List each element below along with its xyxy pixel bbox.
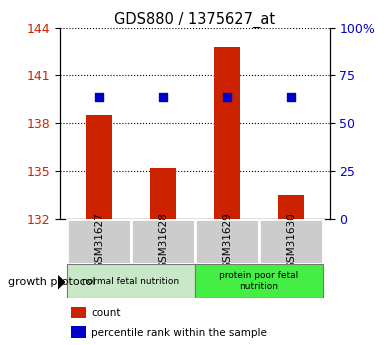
Bar (150, 168, 176, 219)
Bar (278, 195, 304, 219)
Text: normal fetal nutrition: normal fetal nutrition (82, 277, 179, 286)
Bar (131, 219, 195, 264)
Text: protein poor fetal
nutrition: protein poor fetal nutrition (220, 272, 299, 291)
Polygon shape (58, 276, 65, 289)
Bar (195, 264, 323, 298)
Point (288, 95, 294, 100)
Bar (214, 47, 240, 219)
Bar (86, 115, 112, 219)
Text: GSM31627: GSM31627 (94, 212, 104, 269)
Text: count: count (91, 308, 121, 318)
Text: GDS880 / 1375627_at: GDS880 / 1375627_at (114, 12, 276, 28)
Bar (67, 219, 131, 264)
Bar (259, 219, 323, 264)
Text: GSM31630: GSM31630 (286, 212, 296, 269)
Bar (67, 264, 195, 298)
Text: growth protocol: growth protocol (8, 277, 96, 287)
Text: GSM31629: GSM31629 (222, 212, 232, 269)
Point (224, 94, 230, 99)
Text: GSM31628: GSM31628 (158, 212, 168, 269)
Bar (71, 326, 86, 337)
Point (96, 95, 102, 100)
Point (160, 95, 166, 100)
Bar (195, 219, 259, 264)
Text: percentile rank within the sample: percentile rank within the sample (91, 328, 267, 338)
Bar (71, 307, 86, 318)
